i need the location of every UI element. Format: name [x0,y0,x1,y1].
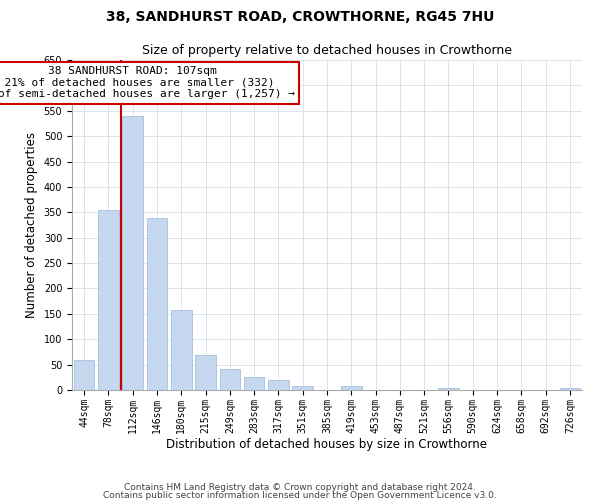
Bar [74,360,94,390]
Y-axis label: Number of detached properties: Number of detached properties [25,132,38,318]
Text: Contains HM Land Registry data © Crown copyright and database right 2024.: Contains HM Land Registry data © Crown c… [124,484,476,492]
Bar [341,386,362,390]
Bar [438,388,459,390]
X-axis label: Distribution of detached houses by size in Crowthorne: Distribution of detached houses by size … [167,438,487,452]
Bar [146,218,167,390]
Bar [171,310,191,390]
Bar [195,356,216,390]
Bar [122,116,143,390]
Bar [220,368,240,390]
Text: 38, SANDHURST ROAD, CROWTHORNE, RG45 7HU: 38, SANDHURST ROAD, CROWTHORNE, RG45 7HU [106,10,494,24]
Bar [98,210,119,390]
Bar [268,380,289,390]
Title: Size of property relative to detached houses in Crowthorne: Size of property relative to detached ho… [142,44,512,58]
Text: Contains public sector information licensed under the Open Government Licence v3: Contains public sector information licen… [103,491,497,500]
Bar [560,388,580,390]
Text: 38 SANDHURST ROAD: 107sqm
← 21% of detached houses are smaller (332)
79% of semi: 38 SANDHURST ROAD: 107sqm ← 21% of detac… [0,66,295,100]
Bar [292,386,313,390]
Bar [244,378,265,390]
